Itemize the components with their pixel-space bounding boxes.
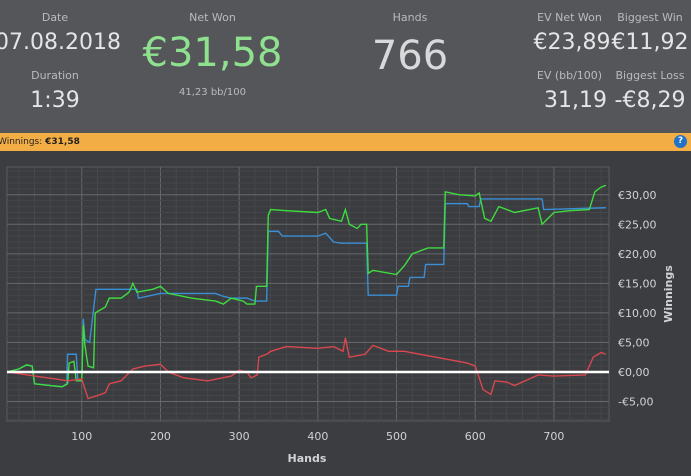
question-circle-icon[interactable]: ? bbox=[674, 135, 687, 148]
ev-net-won-value: €23,89 bbox=[533, 30, 611, 55]
y-tick-label: €20,00 bbox=[618, 248, 657, 261]
x-tick-label: 300 bbox=[229, 430, 250, 443]
biggest-win-label: Biggest Win bbox=[617, 11, 683, 24]
y-tick-label: €15,00 bbox=[618, 277, 657, 290]
series-line-1 bbox=[6, 184, 607, 388]
hands-label: Hands bbox=[392, 11, 428, 24]
biggest-loss-label: Biggest Loss bbox=[615, 69, 685, 82]
y-tick-label: €5,00 bbox=[618, 336, 650, 349]
x-tick-label: 400 bbox=[307, 430, 328, 443]
ev-net-won-label: EV Net Won bbox=[537, 11, 602, 24]
y-tick-label: €25,00 bbox=[618, 218, 657, 231]
biggest-loss-value: -€8,29 bbox=[614, 88, 686, 113]
series-line-0 bbox=[6, 198, 606, 388]
duration-label: Duration bbox=[31, 69, 79, 82]
x-tick-label: 100 bbox=[71, 430, 92, 443]
x-axis-label: Hands bbox=[288, 452, 327, 465]
x-tick-label: 700 bbox=[543, 430, 564, 443]
winnings-value: €31,58 bbox=[45, 137, 80, 147]
y-tick-label: -€5,00 bbox=[618, 396, 653, 409]
y-tick-label: €10,00 bbox=[618, 307, 657, 320]
net-won-label: Net Won bbox=[189, 11, 236, 24]
bb100-value: 41,23 bb/100 bbox=[179, 87, 246, 98]
y-axis-label: Winnings bbox=[662, 265, 675, 323]
date-label: Date bbox=[41, 11, 69, 24]
winnings-label: Winnings: bbox=[0, 137, 43, 147]
stats-header: Date 07.08.2018 Duration 1:39 Net Won €3… bbox=[0, 0, 691, 133]
winnings-chart: 100 200 300 400 500 600 700 -€5,00 €0,00 €5,00 €10… bbox=[6, 166, 675, 465]
y-tick-label: €30,00 bbox=[618, 189, 657, 202]
x-tick-label: 600 bbox=[465, 430, 486, 443]
net-won-value: €31,58 bbox=[142, 30, 283, 76]
x-tick-label: 200 bbox=[150, 430, 171, 443]
duration-value: 1:39 bbox=[30, 88, 80, 113]
x-tick-label: 500 bbox=[386, 430, 407, 443]
y-tick-label: €0,00 bbox=[618, 366, 650, 379]
ev-bb100-label: EV (bb/100) bbox=[536, 69, 603, 82]
winnings-bar: Winnings: €31,58 ? bbox=[0, 133, 691, 151]
plot-area bbox=[6, 166, 610, 422]
biggest-win-value: €11,92 bbox=[611, 30, 689, 55]
date-value: 07.08.2018 bbox=[0, 30, 121, 55]
hands-value: 766 bbox=[371, 33, 449, 79]
ev-bb100-value: 31,19 bbox=[544, 88, 607, 113]
